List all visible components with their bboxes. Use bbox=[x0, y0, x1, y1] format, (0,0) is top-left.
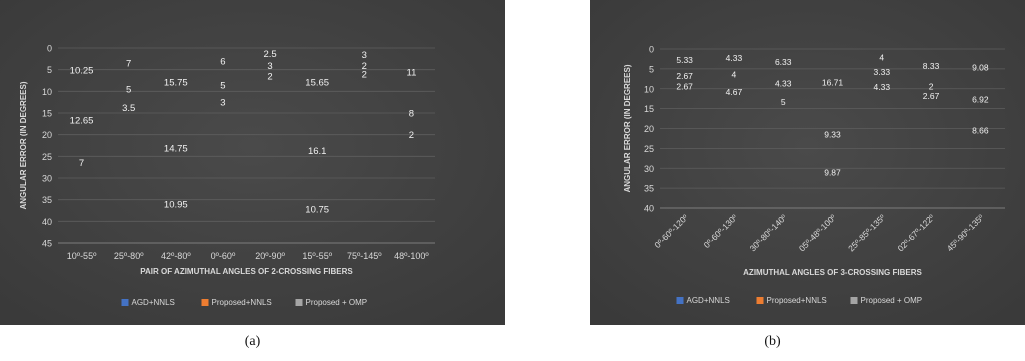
data-label: 12.65 bbox=[70, 115, 94, 126]
y-tick-label: 30 bbox=[644, 164, 654, 174]
y-tick-label: 10 bbox=[644, 84, 654, 94]
y-tick-label: 25 bbox=[42, 152, 52, 162]
x-tick-label: 0º-60º bbox=[211, 251, 236, 261]
data-label: 9.33 bbox=[824, 129, 841, 139]
legend-swatch bbox=[201, 299, 209, 306]
data-label: 14.75 bbox=[164, 144, 188, 155]
data-label: 6 bbox=[220, 57, 225, 68]
caption-b: (b) bbox=[764, 334, 781, 349]
y-tick-label: 15 bbox=[42, 109, 52, 119]
legend-swatch bbox=[121, 299, 129, 306]
x-tick-label: 25º-80º bbox=[114, 251, 144, 261]
data-label: 5 bbox=[126, 85, 131, 96]
data-label: 10.25 bbox=[70, 66, 94, 77]
x-axis-label: PAIR OF AZIMUTHAL ANGLES OF 2-CROSSING F… bbox=[140, 267, 353, 276]
legend-entry: Proposed + OMP bbox=[306, 298, 368, 307]
data-label: 3 bbox=[220, 98, 225, 109]
data-label: 5 bbox=[781, 97, 786, 107]
chart-background bbox=[0, 0, 505, 325]
data-label: 9.08 bbox=[972, 63, 989, 73]
data-label: 4 bbox=[732, 70, 737, 80]
legend-entry: Proposed+NNLS bbox=[212, 298, 272, 307]
data-label: 5 bbox=[220, 80, 225, 91]
data-label: 6.33 bbox=[775, 57, 792, 67]
y-tick-label: 20 bbox=[644, 124, 654, 134]
legend-swatch bbox=[756, 297, 764, 304]
data-label: 7 bbox=[79, 158, 84, 169]
y-tick-label: 25 bbox=[644, 144, 654, 154]
y-tick-label: 5 bbox=[47, 65, 52, 75]
data-label: 4 bbox=[879, 52, 884, 62]
legend-entry: Proposed+NNLS bbox=[767, 296, 827, 305]
legend-entry: Proposed + OMP bbox=[861, 296, 923, 305]
y-tick-label: 5 bbox=[649, 64, 654, 74]
chart-panel-a: 0 5 10 15 20 25 30 35 40 45 ANGULAR ERROR (IN DEGR… bbox=[0, 0, 505, 361]
data-label: 6.92 bbox=[972, 94, 989, 104]
y-tick-label: 45 bbox=[42, 239, 52, 249]
y-tick-label: 0 bbox=[47, 44, 52, 54]
x-tick-label: 48º-100º bbox=[394, 251, 429, 261]
data-label: 5.33 bbox=[676, 55, 693, 65]
legend-swatch bbox=[850, 297, 858, 304]
data-label: 10.75 bbox=[305, 204, 329, 215]
y-tick-label: 20 bbox=[42, 130, 52, 140]
data-label: 3.5 bbox=[122, 103, 135, 114]
data-label: 15.65 bbox=[305, 77, 329, 88]
data-label: 2 bbox=[929, 82, 934, 92]
data-label: 3 bbox=[267, 61, 272, 72]
legend-swatch bbox=[295, 299, 303, 306]
data-label: 4.33 bbox=[874, 82, 891, 92]
y-tick-label: 15 bbox=[644, 104, 654, 114]
x-axis-label: AZIMUTHAL ANGLES OF 3-CROSSING FIBERS bbox=[743, 268, 922, 277]
data-label: 2 bbox=[362, 61, 367, 72]
y-tick-label: 35 bbox=[42, 195, 52, 205]
data-label: 11 bbox=[407, 67, 417, 78]
legend-entry: AGD+NNLS bbox=[687, 296, 730, 305]
data-label: 8.33 bbox=[923, 61, 940, 71]
y-tick-label: 40 bbox=[42, 217, 52, 227]
y-tick-label: 40 bbox=[644, 204, 654, 214]
data-label: 8.66 bbox=[972, 125, 989, 135]
legend-entry: AGD+NNLS bbox=[132, 298, 175, 307]
x-tick-label: 15º-55º bbox=[302, 251, 332, 261]
y-tick-label: 0 bbox=[649, 45, 654, 55]
x-tick-label: 20º-90º bbox=[255, 251, 285, 261]
data-label: 16.71 bbox=[822, 78, 844, 88]
y-tick-label: 35 bbox=[644, 184, 654, 194]
data-label: 8 bbox=[409, 109, 414, 120]
x-tick-label: 75º-145º bbox=[347, 251, 382, 261]
data-label: 9.87 bbox=[824, 168, 841, 178]
y-tick-label: 10 bbox=[42, 87, 52, 97]
data-label: 2 bbox=[362, 70, 367, 81]
y-tick-label: 30 bbox=[42, 174, 52, 184]
data-label: 2 bbox=[267, 72, 272, 83]
data-label: 3 bbox=[362, 50, 367, 61]
data-label: 16.1 bbox=[308, 146, 327, 157]
legend-swatch bbox=[676, 297, 684, 304]
y-axis-label: ANGULAR ERROR (IN DEGREES) bbox=[623, 64, 632, 192]
data-label: 2.67 bbox=[923, 91, 940, 101]
caption-a: (a) bbox=[244, 334, 261, 349]
data-label: 4.33 bbox=[775, 78, 792, 88]
data-label: 15.75 bbox=[164, 78, 188, 89]
x-tick-label: 42º-80º bbox=[161, 251, 191, 261]
data-label: 2.67 bbox=[676, 71, 693, 81]
data-label: 3.33 bbox=[874, 67, 891, 77]
data-label: 2.67 bbox=[676, 82, 693, 92]
data-label: 2 bbox=[409, 130, 414, 141]
chart-background bbox=[590, 0, 1025, 325]
y-axis-label: ANGULAR ERROR (IN DEGREES) bbox=[19, 81, 28, 209]
chart-panel-b: 0 5 10 15 20 25 30 35 40 ANGULAR ERROR (IN DEGREE… bbox=[520, 0, 1025, 361]
data-label: 10.95 bbox=[164, 199, 188, 210]
data-label: 4.33 bbox=[726, 53, 743, 63]
data-label: 7 bbox=[126, 59, 131, 70]
data-label: 4.67 bbox=[726, 87, 743, 97]
data-label: 2.5 bbox=[263, 49, 276, 60]
x-tick-label: 10º-55º bbox=[67, 251, 97, 261]
